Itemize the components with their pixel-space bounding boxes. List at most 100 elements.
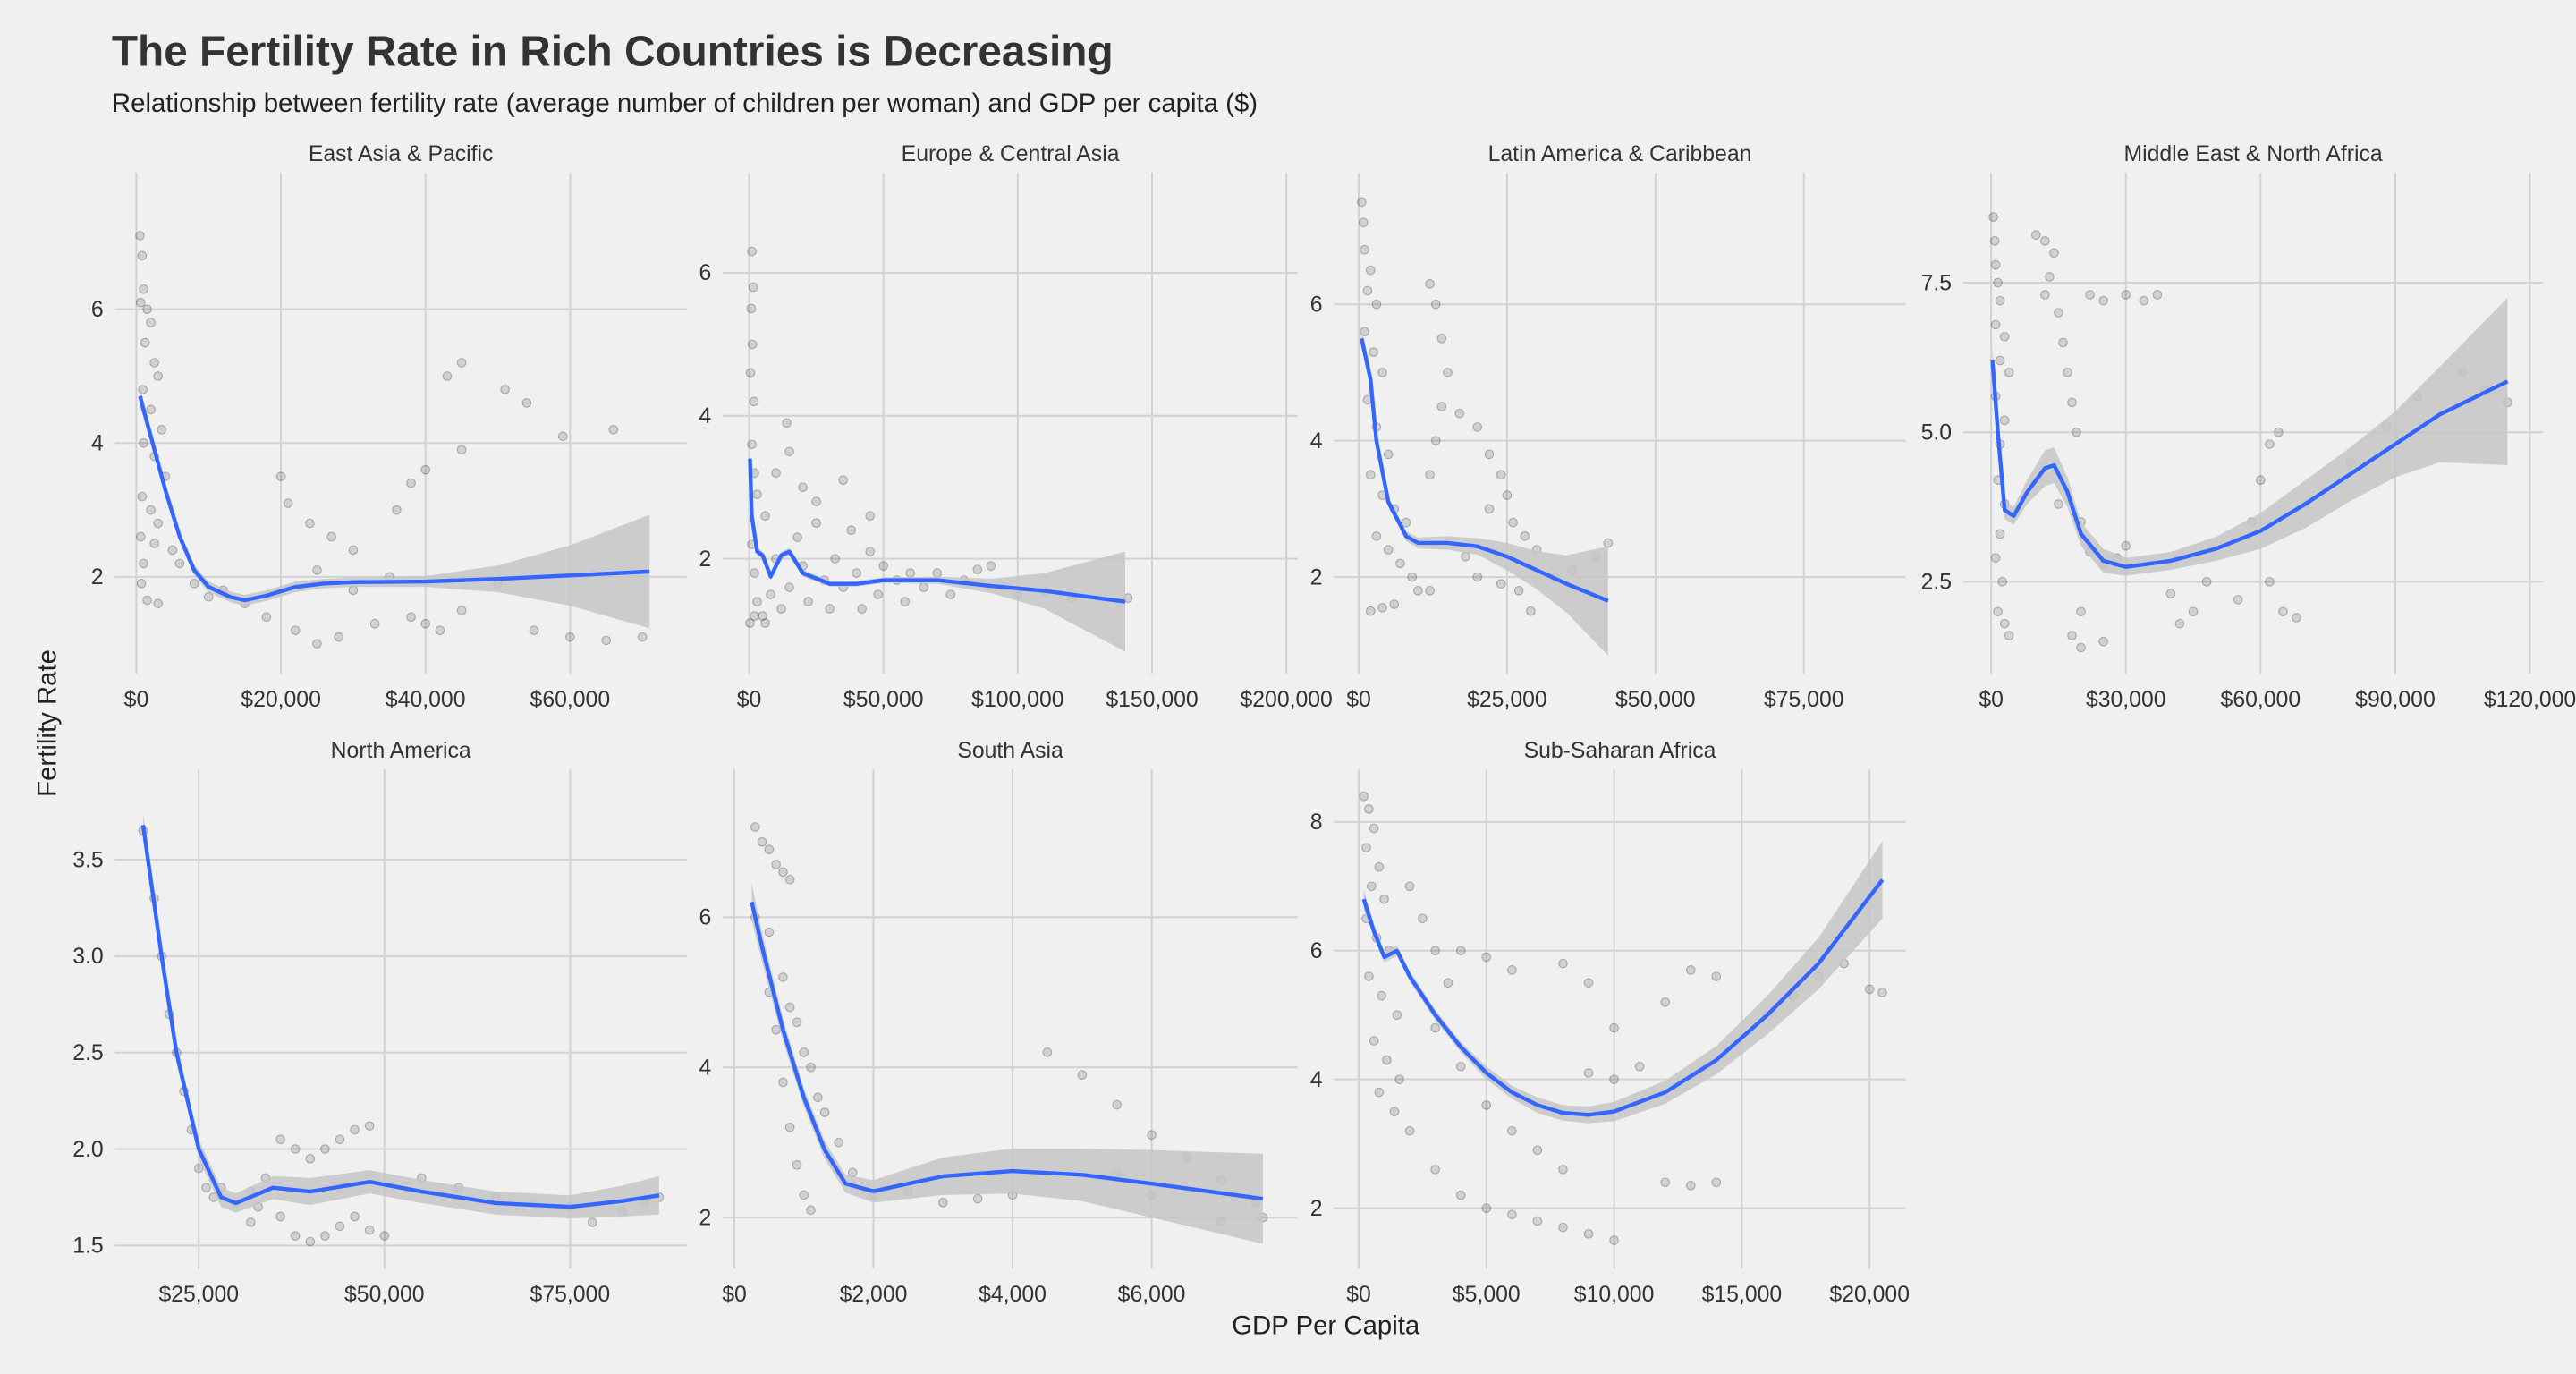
data-point xyxy=(2152,290,2163,300)
confidence-ribbon xyxy=(751,883,1263,1244)
data-point xyxy=(745,618,755,628)
smooth-trend-line xyxy=(138,395,650,603)
data-point xyxy=(1364,971,1374,981)
y-tick-label: 8 xyxy=(1310,810,1323,835)
data-point xyxy=(1407,572,1418,582)
data-point xyxy=(1995,355,2005,366)
data-point xyxy=(290,625,301,636)
data-point xyxy=(806,1205,816,1216)
data-point xyxy=(778,867,788,878)
data-point xyxy=(1365,606,1376,616)
data-point xyxy=(834,1137,843,1148)
data-point xyxy=(865,511,876,522)
data-point xyxy=(811,518,821,529)
y-tick-label: 6 xyxy=(1310,293,1323,317)
data-point xyxy=(305,1153,316,1164)
data-point xyxy=(1455,1061,1466,1072)
x-axis-title: GDP Per Capita xyxy=(1232,1311,1420,1341)
data-point xyxy=(153,518,164,529)
data-point xyxy=(771,1024,781,1035)
x-tick-label: $0 xyxy=(1346,1283,1371,1307)
data-point xyxy=(937,1197,948,1208)
data-point xyxy=(747,439,757,450)
data-point xyxy=(784,446,794,457)
data-point xyxy=(1425,585,1435,596)
data-point xyxy=(1685,1181,1696,1191)
data-point xyxy=(1877,988,1887,997)
data-point xyxy=(364,1225,375,1235)
data-point xyxy=(153,598,164,609)
data-point xyxy=(1042,1047,1053,1057)
data-point xyxy=(1484,449,1495,460)
data-point xyxy=(1484,504,1495,514)
x-tick-label: $75,000 xyxy=(530,1283,611,1307)
data-point xyxy=(1685,965,1696,975)
x-tick-label: $0 xyxy=(737,688,762,712)
data-point xyxy=(2265,577,2275,587)
data-point xyxy=(137,491,148,502)
facet-east-asia-pacific: East Asia & Pacific $0 $20,000 $40,000 $60,0… xyxy=(91,142,687,712)
chart-title: The Fertility Rate in Rich Countries is … xyxy=(112,29,1114,76)
data-point xyxy=(1609,1235,1619,1245)
data-point xyxy=(305,518,315,529)
data-point xyxy=(811,496,821,507)
data-point xyxy=(350,1211,360,1222)
data-point xyxy=(275,471,286,481)
data-point xyxy=(857,604,868,614)
data-point xyxy=(146,318,156,327)
gridlines xyxy=(114,768,687,1269)
data-point xyxy=(456,358,467,368)
data-point xyxy=(830,554,840,564)
data-point xyxy=(1418,913,1428,924)
data-point xyxy=(799,1047,809,1057)
data-point xyxy=(1147,1130,1157,1141)
data-point xyxy=(1995,529,2005,539)
data-point xyxy=(320,1144,330,1154)
data-point xyxy=(2004,631,2014,640)
data-point xyxy=(1609,1074,1619,1084)
data-point xyxy=(1430,946,1440,956)
data-point xyxy=(749,396,759,407)
data-point xyxy=(153,371,164,381)
data-point xyxy=(865,547,876,556)
data-point xyxy=(435,625,445,636)
facet-north-america: North America $25,000 $50,000 $75,000 1.5 2.0… xyxy=(72,739,687,1307)
data-point xyxy=(1401,517,1411,528)
data-point xyxy=(1660,1177,1671,1188)
data-point xyxy=(1383,449,1394,460)
data-point xyxy=(1999,415,2010,426)
data-point xyxy=(806,1062,816,1073)
data-point xyxy=(174,558,185,569)
x-tick-label: $0 xyxy=(1346,688,1371,712)
data-point xyxy=(1436,333,1447,344)
data-point xyxy=(1404,881,1415,892)
data-point xyxy=(1430,299,1441,310)
data-point xyxy=(750,568,759,578)
data-point xyxy=(261,612,272,623)
data-point xyxy=(1583,1068,1594,1078)
data-point xyxy=(1472,572,1483,582)
data-point xyxy=(392,505,402,515)
data-point xyxy=(146,404,156,415)
data-point xyxy=(1481,1100,1492,1110)
data-point xyxy=(747,339,758,350)
data-point xyxy=(1383,545,1394,555)
data-point xyxy=(2067,397,2077,408)
data-point xyxy=(350,1124,360,1135)
data-point xyxy=(1377,603,1387,613)
data-point xyxy=(1507,1125,1517,1136)
data-point xyxy=(1999,618,2010,629)
x-tick-label: $50,000 xyxy=(344,1283,425,1307)
data-point xyxy=(203,591,214,602)
x-tick-label: $90,000 xyxy=(2355,688,2436,712)
data-point xyxy=(1392,1010,1402,1021)
data-point xyxy=(784,582,794,592)
data-point xyxy=(1430,436,1441,445)
data-point xyxy=(335,1134,345,1145)
x-tick-label: $15,000 xyxy=(1702,1283,1783,1307)
smooth-trend-line xyxy=(1361,878,1885,1117)
data-point xyxy=(369,618,380,629)
data-point xyxy=(608,424,619,435)
data-point xyxy=(1365,470,1376,480)
